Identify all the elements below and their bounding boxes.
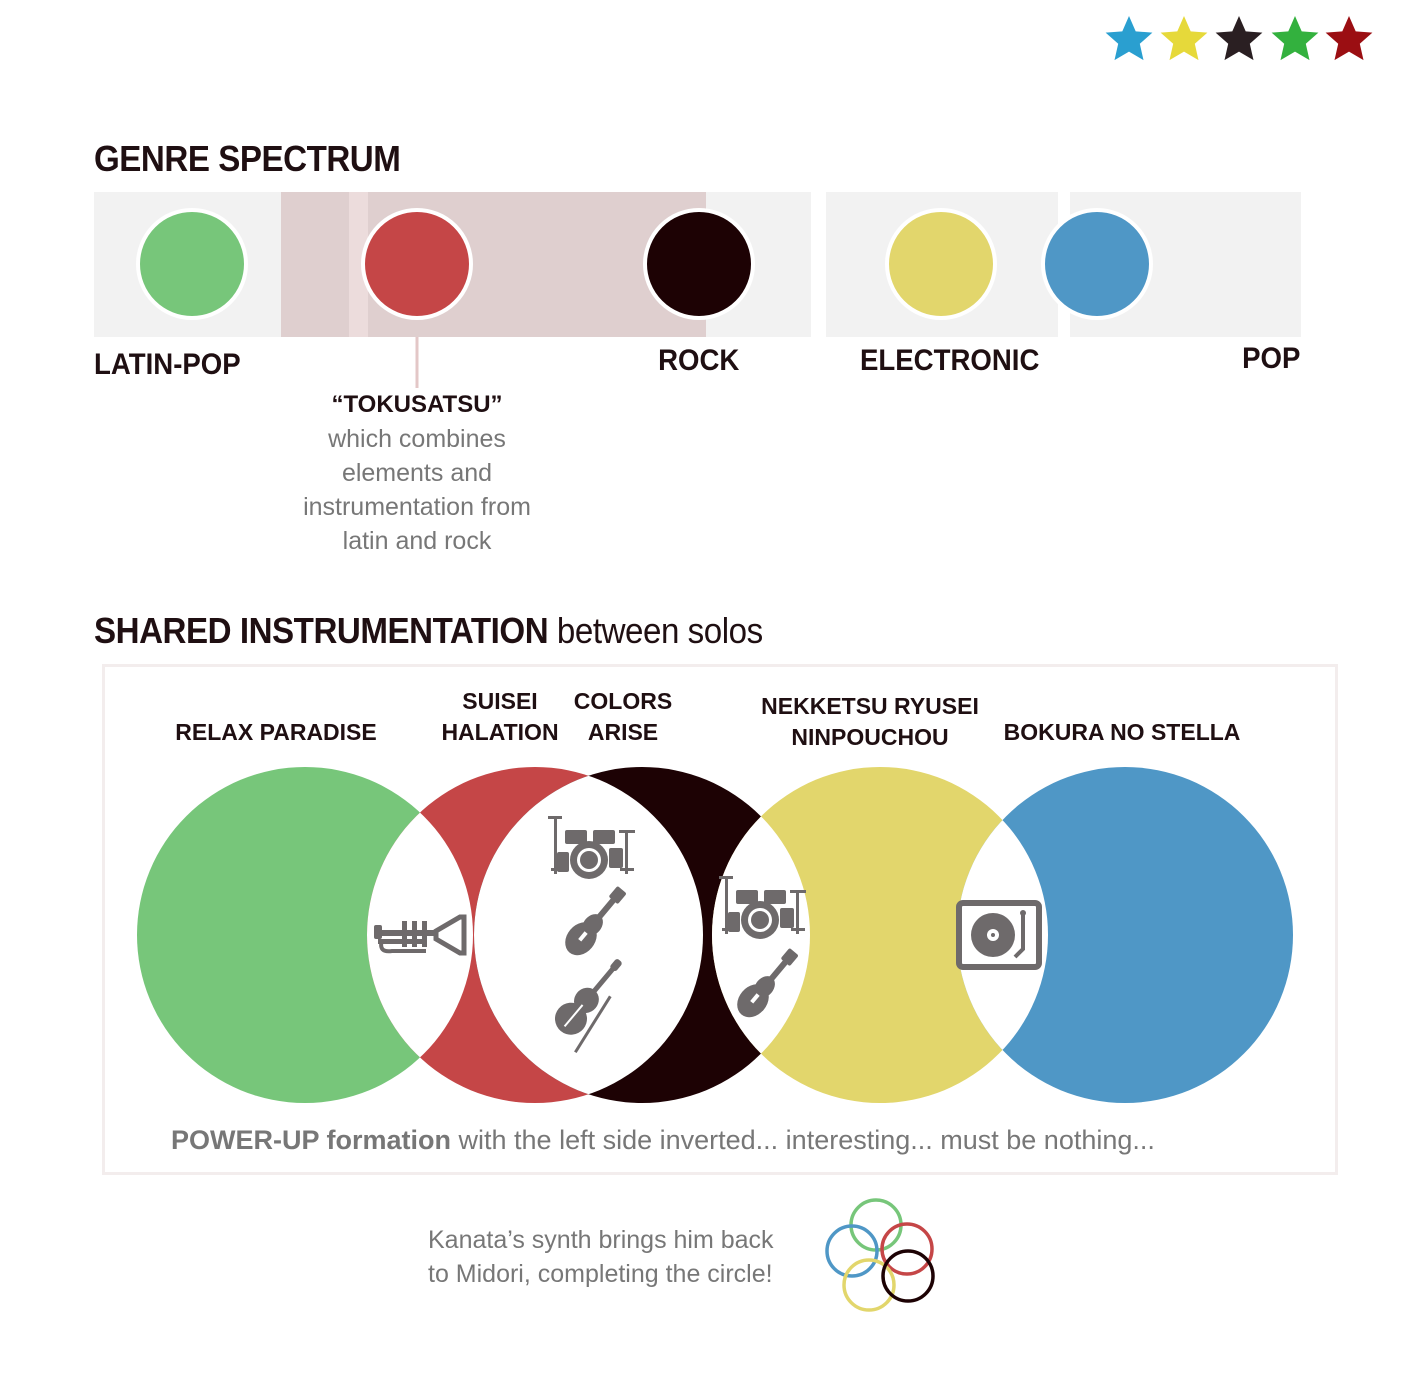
- caption-bold: POWER-UP formation: [171, 1125, 452, 1155]
- blue-ring: [825, 1224, 879, 1278]
- power-up-caption: POWER-UP formation with the left side in…: [171, 1125, 1155, 1156]
- rings-icon: [825, 1198, 935, 1312]
- tokusatsu-line: instrumentation from: [303, 493, 531, 521]
- relax-paradise-circle: [137, 767, 473, 1103]
- venn-panel: [102, 664, 1338, 1175]
- tokusatsu-circle: [361, 208, 473, 320]
- tokusatsu-annotation: “TOKUSATSU” which combines elements and …: [267, 388, 567, 558]
- yellow-star-icon: [1160, 16, 1208, 61]
- song-label-nekketsu-ryusei-ninpouchou: NEKKETSU RYUSEI NINPOUCHOU: [761, 693, 979, 750]
- trumpet-icon: [374, 914, 467, 956]
- tokusatsu-line: which combines: [328, 425, 506, 453]
- tokusatsu-range: [281, 192, 706, 337]
- genre-label-electronic: ELECTRONIC: [860, 344, 1040, 377]
- caption-rest: with the left side inverted... interesti…: [451, 1125, 1155, 1155]
- shared-instrumentation-title-rest: between solos: [548, 610, 763, 651]
- genre-spectrum-title: GENRE SPECTRUM: [94, 138, 401, 179]
- green-star-icon: [1271, 16, 1319, 61]
- shared-instrumentation-title-bold: SHARED INSTRUMENTATION: [94, 610, 549, 651]
- kanata-note: Kanata’s synth brings him back to Midori…: [428, 1226, 774, 1288]
- red-star-icon: [1325, 16, 1373, 61]
- latin-pop-circle: [136, 208, 248, 320]
- tokusatsu-line: elements and: [341, 459, 493, 487]
- genre-label-pop: POP: [1241, 342, 1300, 375]
- rock-circle: [643, 208, 755, 320]
- nekketsu-ryusei-circle: [712, 767, 1048, 1103]
- electronic-circle: [885, 208, 997, 320]
- song-label-relax-paradise: RELAX PARADISE: [175, 719, 377, 745]
- tokusatsu-title: “TOKUSATSU”: [331, 391, 503, 418]
- color-stars: [1105, 16, 1373, 61]
- blue-star-icon: [1105, 16, 1153, 61]
- shared-instrumentation-title: SHARED INSTRUMENTATION between solos: [94, 610, 763, 652]
- song-label-suisei-halation: SUISEI HALATION: [441, 688, 559, 745]
- song-label-colors-arise: COLORS ARISE: [573, 688, 673, 745]
- turntable-icon: [956, 900, 1042, 970]
- violin-icon: [555, 959, 622, 1054]
- venn-diagram: [137, 767, 1293, 1103]
- black-ring: [881, 1249, 935, 1303]
- genre-spectrum-bar: [94, 192, 1301, 345]
- yellow-ring: [842, 1258, 896, 1312]
- red-ring: [880, 1222, 934, 1276]
- genre-label-latin-pop: LATIN-POP: [94, 348, 241, 381]
- tokusatsu-connector: [415, 340, 419, 388]
- pop-circle: [1041, 208, 1153, 320]
- song-label-bokura-no-stella: BOKURA NO STELLA: [1003, 719, 1241, 745]
- black-star-icon: [1215, 16, 1263, 61]
- tokusatsu-line: latin and rock: [342, 527, 492, 555]
- bokura-no-stella-circle: [957, 767, 1293, 1103]
- genre-label-rock: ROCK: [657, 344, 739, 377]
